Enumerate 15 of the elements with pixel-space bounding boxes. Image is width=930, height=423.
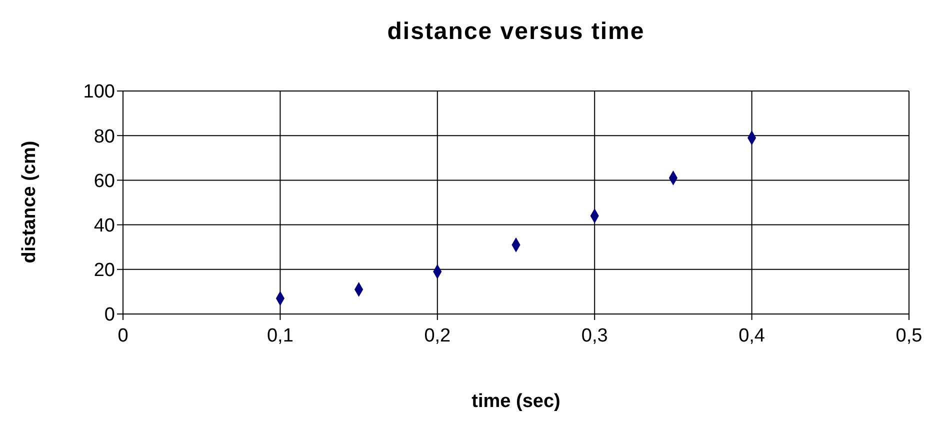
y-tick-label: 20 [94,260,115,282]
x-axis-title: time (sec) [470,391,562,413]
x-tick-label: 0,1 [266,325,294,346]
y-axis-title: distance (cm) [19,140,41,264]
chart-title: distance versus time [386,18,646,46]
y-tick-label: 80 [94,126,115,148]
y-tick-label: 40 [94,216,115,237]
x-tick-label: 0,3 [581,325,608,346]
y-tick-label: 0 [104,304,115,326]
x-tick-label: 0,2 [424,325,451,346]
y-tick-label: 100 [83,82,115,103]
x-tick-label: 0 [118,325,128,346]
y-tick-label: 60 [94,170,115,192]
x-tick-label: 0,5 [896,325,922,346]
x-tick-label: 0,4 [738,325,766,346]
